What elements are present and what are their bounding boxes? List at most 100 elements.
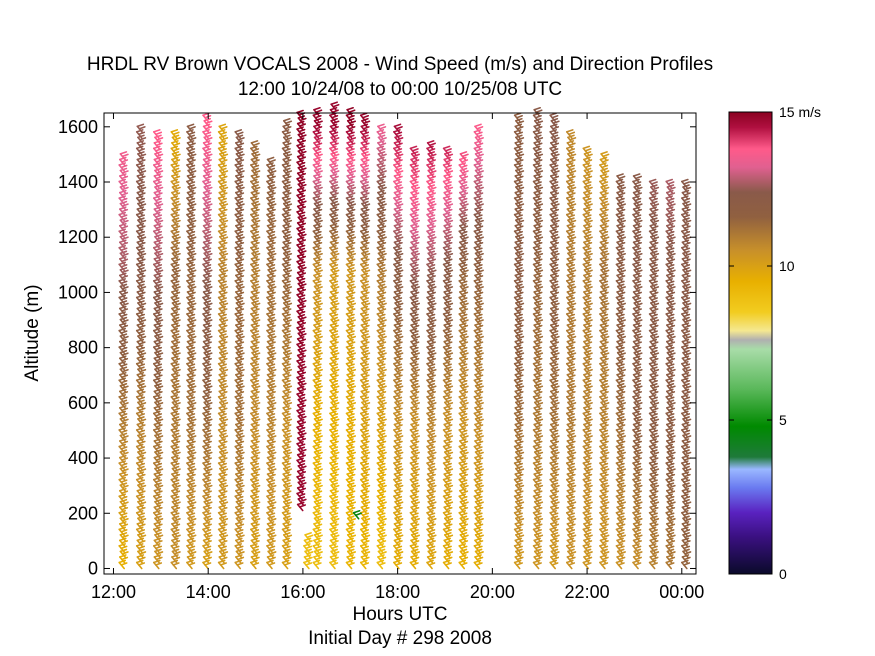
wind-barb: [118, 543, 128, 553]
wind-barb: [135, 493, 146, 504]
wind-barb: [312, 278, 322, 288]
wind-barb: [136, 156, 146, 167]
wind-barb: [171, 222, 181, 233]
wind-barb: [218, 123, 228, 134]
wind-barb: [202, 156, 212, 167]
wind-barb: [170, 311, 180, 321]
wind-barb: [312, 410, 322, 421]
wind-barb: [282, 454, 292, 465]
wind-barb: [329, 162, 339, 172]
wind-barb: [313, 554, 323, 564]
wind-barb: [136, 123, 146, 134]
wind-barb: [329, 156, 339, 167]
wind-barb: [153, 521, 163, 531]
wind-barb: [186, 388, 196, 399]
wind-barb: [296, 137, 307, 147]
wind-barb: [153, 405, 163, 415]
wind-barb: [153, 504, 163, 515]
wind-barb: [282, 438, 292, 448]
wind-barb: [282, 405, 292, 415]
wind-barb: [313, 156, 323, 167]
wind-barb: [250, 509, 260, 520]
wind-barb: [153, 239, 163, 250]
wind-barb: [119, 173, 129, 183]
wind-barb: [250, 178, 260, 189]
wind-barb: [136, 371, 146, 382]
wind-barb: [296, 336, 307, 346]
wind-barb: [170, 377, 180, 388]
wind-barb: [171, 537, 181, 548]
wind-barb: [266, 388, 276, 399]
wind-barb: [312, 294, 322, 305]
wind-barb: [313, 189, 323, 200]
wind-barb: [266, 162, 276, 172]
wind-barb: [202, 471, 212, 481]
wind-barb: [152, 460, 163, 470]
wind-barb: [250, 228, 260, 239]
wind-barb: [312, 526, 322, 537]
wind-barb: [136, 504, 146, 515]
wind-barb: [136, 272, 146, 283]
wind-barb: [118, 394, 128, 404]
wind-barb: [312, 543, 322, 553]
wind-barb: [186, 405, 196, 415]
wind-barb: [170, 344, 180, 354]
wind-barb: [217, 294, 227, 305]
wind-barb: [186, 278, 196, 288]
wind-barb: [118, 195, 128, 205]
wind-barb: [153, 256, 163, 266]
wind-barb: [153, 189, 163, 200]
wind-barb: [170, 278, 180, 288]
wind-barb: [281, 377, 291, 388]
wind-barb: [250, 471, 260, 481]
wind-barb: [266, 487, 276, 498]
wind-barb: [218, 206, 228, 216]
wind-barb: [296, 374, 306, 385]
wind-barb: [282, 338, 292, 349]
wind-barb: [281, 344, 291, 354]
wind-barb: [296, 175, 306, 186]
wind-barb: [170, 443, 180, 454]
wind-barb: [152, 559, 163, 570]
wind-barb: [329, 438, 339, 448]
wind-barb: [296, 192, 306, 203]
wind-barb: [250, 206, 260, 216]
wind-barb: [186, 294, 196, 305]
wind-barb: [235, 504, 245, 515]
wind-barb: [266, 211, 276, 222]
wind-barb: [266, 195, 276, 205]
wind-barb: [234, 377, 244, 388]
wind-barb: [296, 308, 306, 319]
wind-barb: [312, 162, 322, 172]
wind-barb: [234, 211, 244, 222]
wind-barb: [171, 405, 181, 415]
wind-barb: [329, 543, 339, 553]
wind-barb: [153, 222, 163, 233]
wind-barb: [250, 438, 260, 448]
wind-barb: [218, 189, 228, 200]
wind-barb: [186, 162, 196, 172]
wind-barb: [235, 239, 245, 250]
wind-barb: [235, 537, 245, 548]
wind-barb: [266, 272, 276, 283]
wind-barb: [170, 162, 180, 172]
wind-barb: [296, 358, 306, 368]
wind-barb: [235, 421, 245, 432]
wind-barb: [235, 272, 245, 283]
wind-barb: [202, 305, 212, 316]
wind-barb: [235, 322, 245, 332]
wind-barb: [329, 360, 339, 371]
wind-barb: [135, 344, 146, 354]
wind-barb: [234, 443, 244, 454]
wind-barb: [329, 377, 339, 388]
wind-barb: [329, 388, 339, 399]
wind-barb: [217, 195, 227, 205]
wind-barb: [217, 559, 227, 570]
wind-barb: [313, 123, 323, 134]
wind-barb: [118, 162, 128, 172]
wind-barb: [136, 454, 146, 465]
wind-barb: [170, 195, 180, 205]
wind-barb: [266, 454, 276, 465]
wind-barb: [118, 509, 128, 520]
wind-barb: [234, 178, 244, 189]
